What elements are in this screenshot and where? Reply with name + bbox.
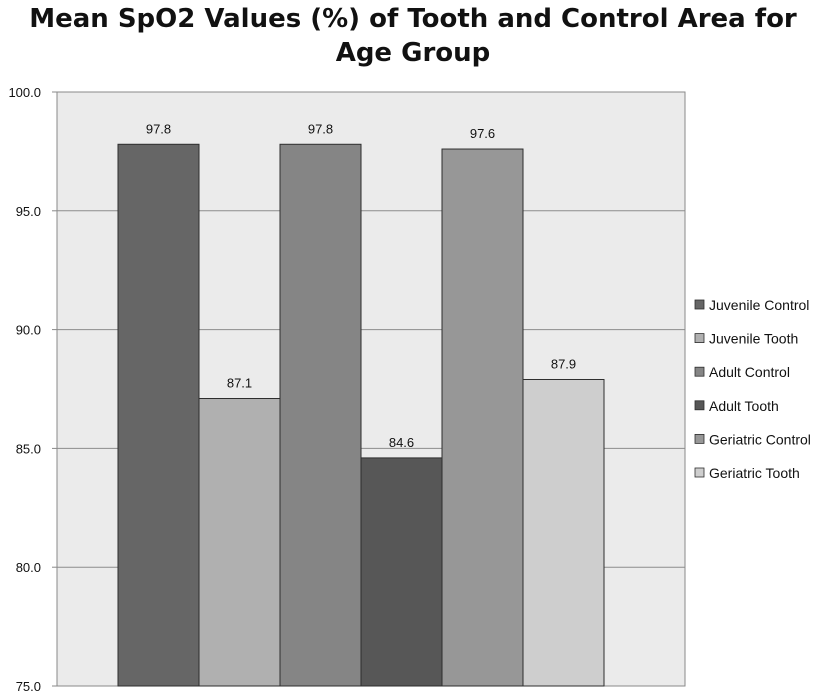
legend-label: Juvenile Tooth — [709, 331, 798, 347]
data-label: 97.8 — [308, 121, 333, 136]
bar — [441, 148, 524, 687]
legend-label: Adult Tooth — [709, 398, 779, 414]
legend-swatch — [694, 333, 705, 344]
chart-title-line-2: Age Group — [335, 38, 491, 68]
legend-swatch — [694, 366, 705, 377]
legend-swatch — [694, 433, 705, 444]
y-tick-label: 95.0 — [16, 204, 41, 219]
data-label: 84.6 — [389, 435, 414, 450]
data-label: 87.9 — [551, 356, 576, 371]
chart-title: Mean SpO2 Values (%) of Tooth and Contro… — [0, 2, 826, 70]
bar — [198, 398, 281, 687]
y-tick-label: 75.0 — [16, 679, 41, 694]
data-label: 97.8 — [146, 121, 171, 136]
bar — [279, 143, 362, 687]
data-label: 97.6 — [470, 126, 495, 141]
y-tick-label: 90.0 — [16, 323, 41, 338]
data-label: 87.1 — [227, 376, 252, 391]
legend-swatch — [694, 299, 705, 310]
y-tick-label: 80.0 — [16, 560, 41, 575]
legend-swatch — [694, 467, 705, 478]
legend-swatch — [694, 400, 705, 411]
legend-label: Adult Control — [709, 364, 790, 380]
bar — [117, 143, 200, 687]
legend-label: Geriatric Control — [709, 431, 811, 447]
legend-label: Geriatric Tooth — [709, 465, 800, 481]
plot-area-group: 75.0 80.0 85.0 90.0 95.0 100.0 97.8 87.1 97.8 84.… — [8, 85, 686, 694]
y-tick-label: 100.0 — [8, 85, 41, 100]
y-tick-label: 85.0 — [16, 441, 41, 456]
chart-title-line-1: Mean SpO2 Values (%) of Tooth and Contro… — [29, 4, 797, 34]
legend: Juvenile Control Juvenile Tooth Adult Cont… — [694, 297, 811, 481]
legend-label: Juvenile Control — [709, 297, 809, 313]
bar — [360, 457, 443, 687]
bar — [522, 378, 605, 687]
